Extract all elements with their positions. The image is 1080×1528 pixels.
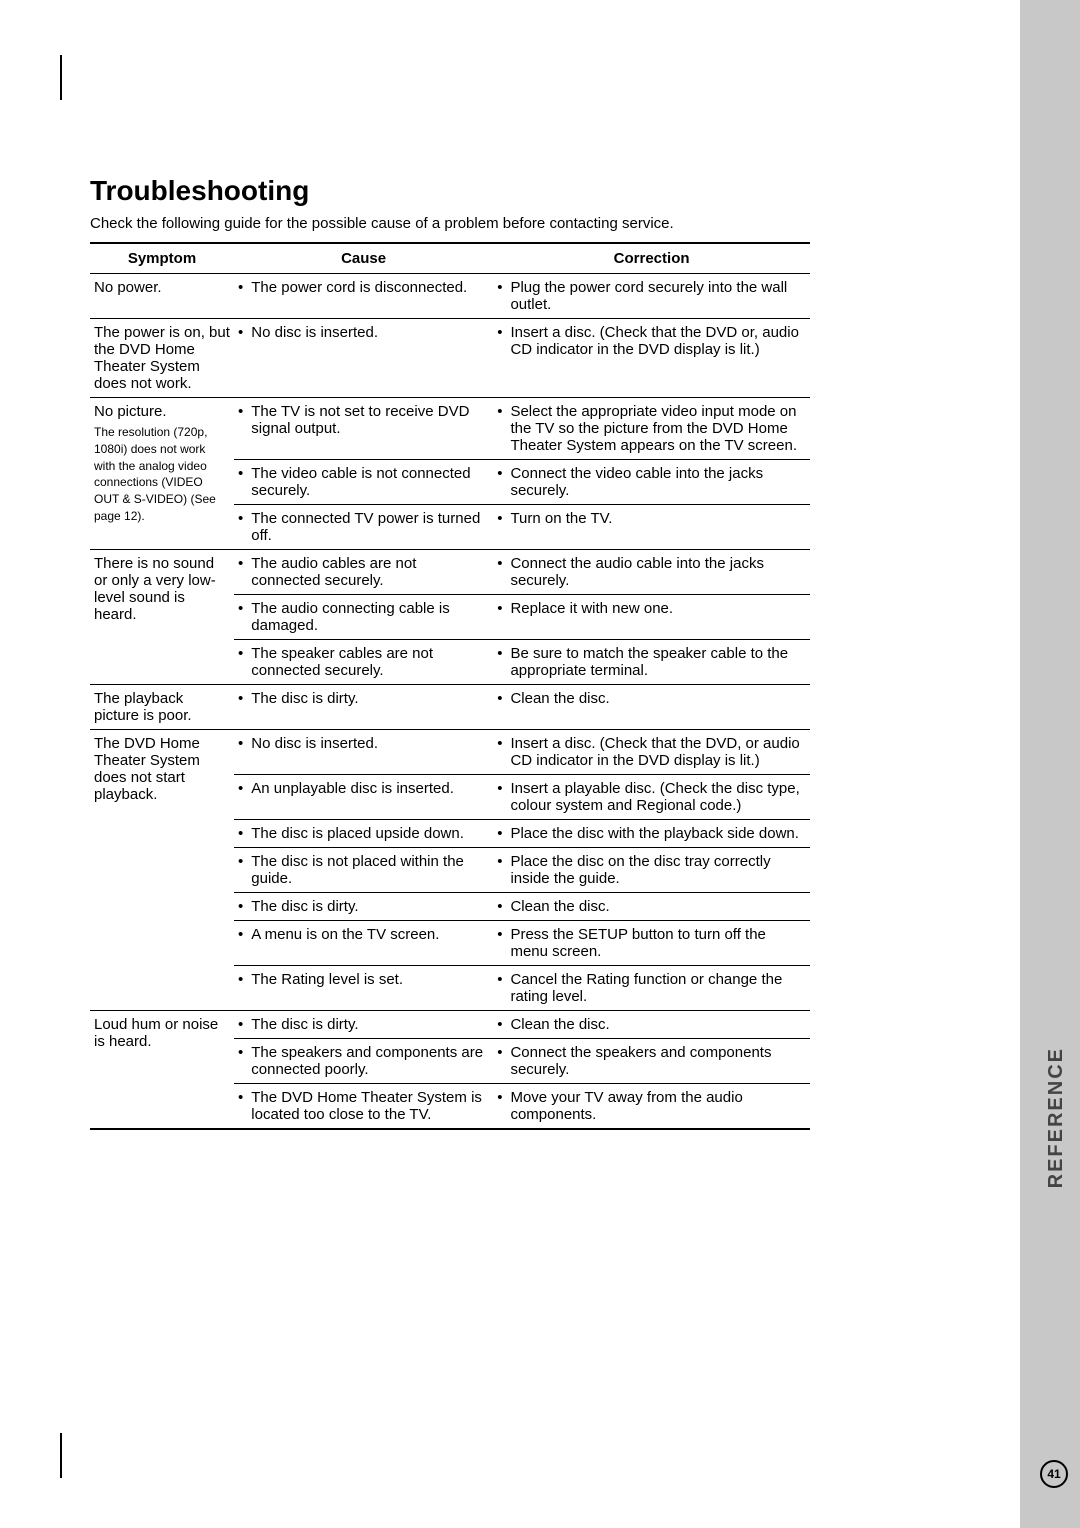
cause-cell: The disc is dirty. xyxy=(234,685,493,730)
section-label: REFERENCE xyxy=(1045,1047,1068,1188)
table-row: The power is on, but the DVD Home Theate… xyxy=(90,319,810,398)
cause-cell: The disc is dirty. xyxy=(234,893,493,921)
correction-cell: Move your TV away from the audio compone… xyxy=(493,1084,810,1130)
correction-cell: Connect the speakers and components secu… xyxy=(493,1039,810,1084)
cause-cell: The speaker cables are not connected sec… xyxy=(234,640,493,685)
table-row: The DVD Home Theater System does not sta… xyxy=(90,730,810,775)
correction-cell: Insert a disc. (Check that the DVD or, a… xyxy=(493,319,810,398)
correction-cell: Connect the audio cable into the jacks s… xyxy=(493,550,810,595)
correction-cell: Select the appropriate video input mode … xyxy=(493,398,810,460)
cause-cell: The DVD Home Theater System is located t… xyxy=(234,1084,493,1130)
cause-cell: The speakers and components are connecte… xyxy=(234,1039,493,1084)
table-row: No picture. The resolution (720p, 1080i)… xyxy=(90,398,810,460)
symptom-cell: No picture. The resolution (720p, 1080i)… xyxy=(90,398,234,550)
table-row: The playback picture is poor. The disc i… xyxy=(90,685,810,730)
correction-cell: Insert a disc. (Check that the DVD, or a… xyxy=(493,730,810,775)
correction-cell: Clean the disc. xyxy=(493,685,810,730)
symptom-note: The resolution (720p, 1080i) does not wo… xyxy=(94,424,230,525)
symptom-cell: There is no sound or only a very low-lev… xyxy=(90,550,234,685)
cause-cell: The disc is not placed within the guide. xyxy=(234,848,493,893)
page-content: Troubleshooting Check the following guid… xyxy=(0,0,900,1170)
correction-cell: Insert a playable disc. (Check the disc … xyxy=(493,775,810,820)
symptom-cell: The DVD Home Theater System does not sta… xyxy=(90,730,234,1011)
cause-cell: The video cable is not connected securel… xyxy=(234,460,493,505)
cause-cell: The Rating level is set. xyxy=(234,966,493,1011)
table-row: Loud hum or noise is heard. The disc is … xyxy=(90,1011,810,1039)
cause-cell: The disc is dirty. xyxy=(234,1011,493,1039)
symptom-cell: The playback picture is poor. xyxy=(90,685,234,730)
cause-cell: An unplayable disc is inserted. xyxy=(234,775,493,820)
correction-cell: Plug the power cord securely into the wa… xyxy=(493,274,810,319)
correction-cell: Press the SETUP button to turn off the m… xyxy=(493,921,810,966)
cause-cell: No disc is inserted. xyxy=(234,730,493,775)
correction-cell: Replace it with new one. xyxy=(493,595,810,640)
correction-cell: Cancel the Rating function or change the… xyxy=(493,966,810,1011)
crop-mark xyxy=(60,1433,62,1478)
cause-cell: The audio connecting cable is damaged. xyxy=(234,595,493,640)
crop-mark xyxy=(60,55,62,100)
page-title: Troubleshooting xyxy=(90,175,810,207)
intro-text: Check the following guide for the possib… xyxy=(90,215,810,232)
correction-cell: Turn on the TV. xyxy=(493,505,810,550)
header-cause: Cause xyxy=(234,243,493,274)
cause-cell: A menu is on the TV screen. xyxy=(234,921,493,966)
cause-cell: The TV is not set to receive DVD signal … xyxy=(234,398,493,460)
correction-cell: Be sure to match the speaker cable to th… xyxy=(493,640,810,685)
cause-cell: The disc is placed upside down. xyxy=(234,820,493,848)
page-number: 41 xyxy=(1040,1460,1068,1488)
header-symptom: Symptom xyxy=(90,243,234,274)
header-correction: Correction xyxy=(493,243,810,274)
correction-cell: Clean the disc. xyxy=(493,1011,810,1039)
correction-cell: Clean the disc. xyxy=(493,893,810,921)
table-row: There is no sound or only a very low-lev… xyxy=(90,550,810,595)
cause-cell: The connected TV power is turned off. xyxy=(234,505,493,550)
cause-cell: No disc is inserted. xyxy=(234,319,493,398)
symptom-cell: No power. xyxy=(90,274,234,319)
table-row: No power. The power cord is disconnected… xyxy=(90,274,810,319)
correction-cell: Place the disc with the playback side do… xyxy=(493,820,810,848)
cause-cell: The audio cables are not connected secur… xyxy=(234,550,493,595)
correction-cell: Connect the video cable into the jacks s… xyxy=(493,460,810,505)
symptom-cell: The power is on, but the DVD Home Theate… xyxy=(90,319,234,398)
correction-cell: Place the disc on the disc tray correctl… xyxy=(493,848,810,893)
cause-cell: The power cord is disconnected. xyxy=(234,274,493,319)
troubleshooting-table: Symptom Cause Correction No power. The p… xyxy=(90,242,810,1130)
sidebar: REFERENCE 41 xyxy=(1020,0,1080,1528)
symptom-cell: Loud hum or noise is heard. xyxy=(90,1011,234,1130)
